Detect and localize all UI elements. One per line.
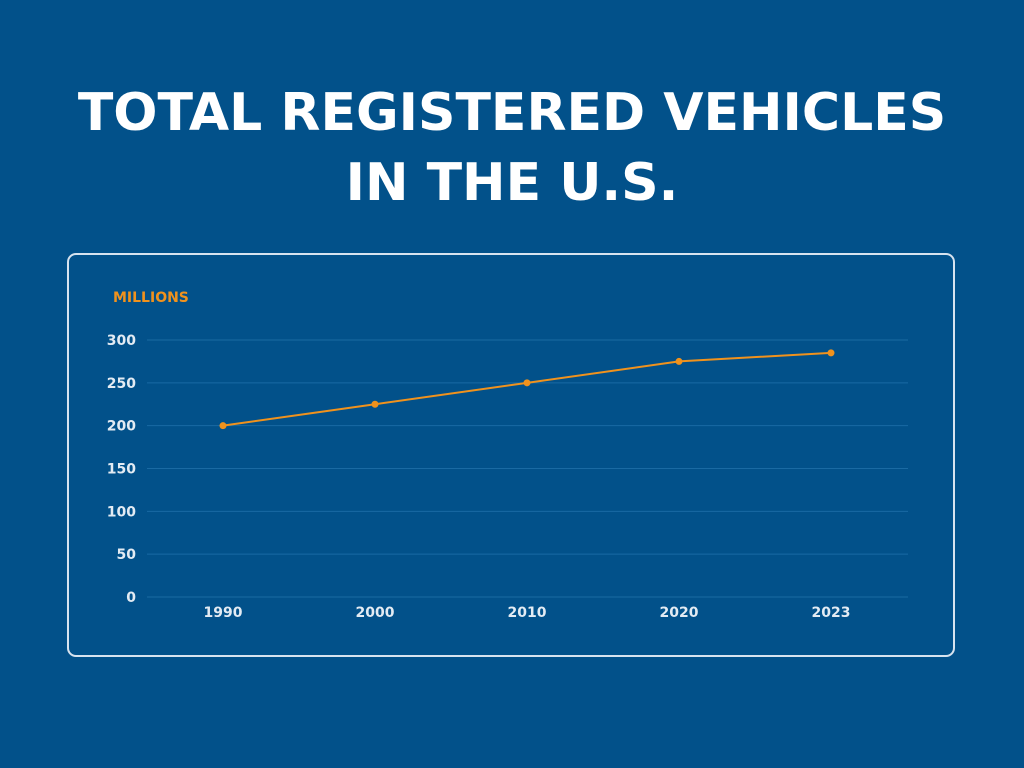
series-line-0 bbox=[222, 351, 832, 427]
chart-panel bbox=[67, 253, 955, 657]
data-point-2000 bbox=[371, 400, 379, 408]
chart-title-line-2: IN THE U.S. bbox=[345, 153, 679, 213]
y-axis-ticks: 0 50 100 150 200 250 300 bbox=[107, 333, 136, 606]
data-point-2020 bbox=[675, 357, 683, 365]
data-point-2023 bbox=[827, 349, 835, 357]
data-point-1990 bbox=[219, 422, 227, 430]
y-tick-label-250: 250 bbox=[107, 376, 136, 392]
y-tick-label-0: 0 bbox=[126, 590, 136, 606]
y-tick-label-200: 200 bbox=[107, 419, 136, 435]
x-axis-ticks: 1990 2000 2010 2020 2023 bbox=[204, 605, 851, 621]
chart-title: TOTAL REGISTERED VEHICLES IN THE U.S. bbox=[0, 78, 1024, 218]
x-tick-label-2010: 2010 bbox=[508, 605, 547, 621]
x-tick-label-2023: 2023 bbox=[812, 605, 851, 621]
chart-title-line-1: TOTAL REGISTERED VEHICLES bbox=[77, 83, 947, 143]
data-point-2010 bbox=[523, 379, 531, 387]
gridlines bbox=[147, 339, 908, 598]
y-axis-unit-label: MILLIONS bbox=[113, 290, 189, 306]
series-group bbox=[219, 349, 835, 430]
x-tick-label-2020: 2020 bbox=[660, 605, 699, 621]
x-tick-label-2000: 2000 bbox=[356, 605, 395, 621]
y-tick-label-150: 150 bbox=[107, 462, 136, 478]
y-tick-label-300: 300 bbox=[107, 333, 136, 349]
y-tick-label-50: 50 bbox=[117, 547, 137, 563]
y-tick-label-100: 100 bbox=[107, 504, 136, 520]
x-tick-label-1990: 1990 bbox=[204, 605, 243, 621]
